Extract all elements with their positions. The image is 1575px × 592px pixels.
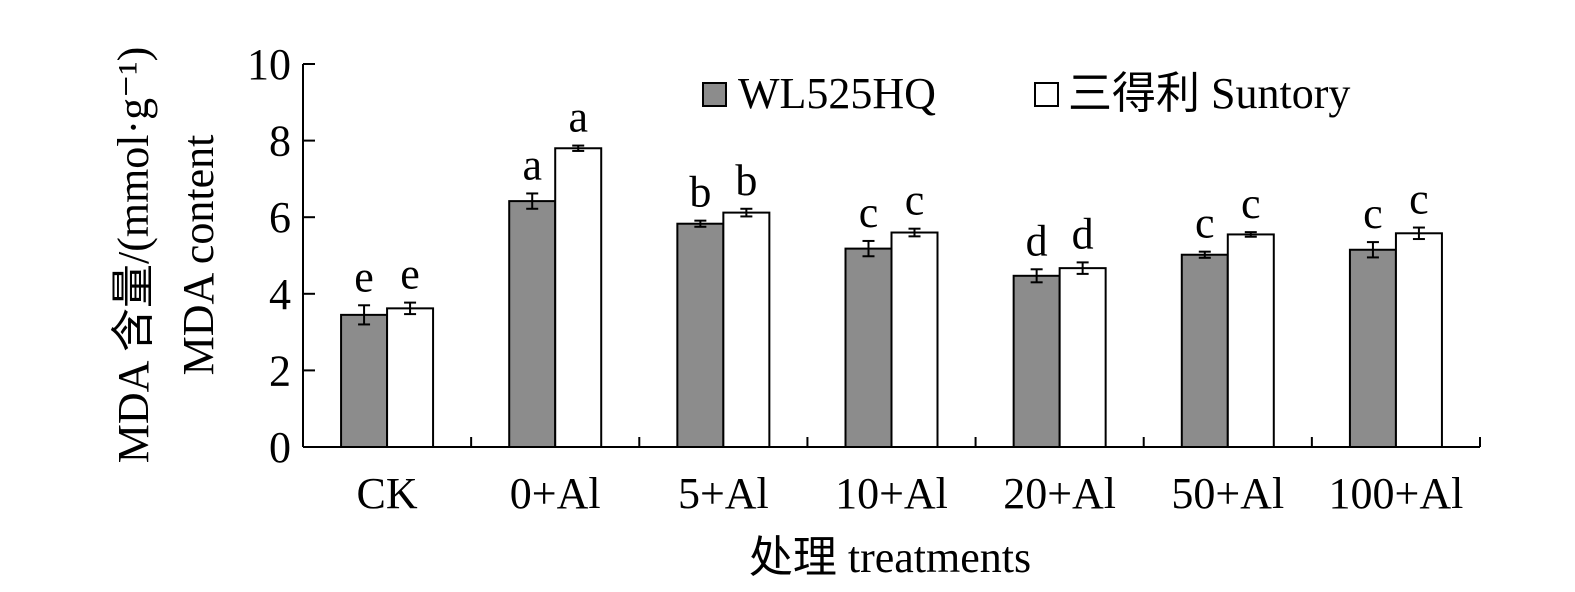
bars	[340, 147, 1443, 449]
significance-label: c	[1409, 175, 1429, 224]
x-tick-label: 100+Al	[1329, 469, 1464, 518]
significance-label: c	[1363, 189, 1383, 238]
bar-wl525hq	[508, 200, 557, 448]
x-tick-label: 0+Al	[510, 469, 601, 518]
bar-suntory	[1394, 232, 1443, 448]
significance-label: e	[354, 252, 374, 301]
significance-label: e	[400, 250, 420, 299]
x-axis-label: 处理 treatments	[749, 533, 1031, 582]
significance-label: c	[905, 176, 925, 225]
error-bars	[358, 144, 1425, 326]
significance-label: b	[735, 156, 757, 205]
significance-label: d	[1026, 216, 1048, 265]
x-tick-labels: CK 0+Al 5+Al 10+Al 20+Al 50+Al 100+Al	[357, 469, 1464, 518]
bar-wl525hq	[676, 222, 725, 448]
significance-label: c	[1195, 199, 1215, 248]
bar-wl525hq	[844, 247, 893, 448]
bar-wl525hq	[1348, 248, 1397, 448]
y-axis-label-line2: MDA content	[174, 135, 223, 376]
y-axis-label-line1: MDA 含量/(mmol·g⁻¹)	[109, 47, 158, 464]
y-tick-label: 0	[269, 423, 291, 472]
x-tick-label: 50+Al	[1171, 469, 1284, 518]
y-tick-label: 6	[269, 193, 291, 242]
significance-label: c	[859, 188, 879, 237]
significance-label: d	[1072, 209, 1094, 258]
bar-suntory	[386, 307, 435, 448]
legend-swatch-wl525hq	[702, 82, 727, 107]
significance-label: a	[522, 140, 542, 189]
x-tick-label: 5+Al	[678, 469, 769, 518]
y-tick-label: 4	[269, 270, 291, 319]
x-tick-label: 20+Al	[1003, 469, 1116, 518]
y-tick-label: 8	[269, 117, 291, 166]
bar-suntory	[554, 147, 603, 448]
bar-suntory	[1058, 267, 1107, 448]
legend-swatch-suntory	[1034, 82, 1059, 107]
y-tick-label: 10	[247, 40, 291, 89]
x-tick-label: 10+Al	[835, 469, 948, 518]
y-tick-label: 2	[269, 346, 291, 395]
bar-suntory	[890, 231, 939, 448]
legend-label-suntory: 三得利 Suntory	[1068, 69, 1350, 118]
legend-label-wl525hq: WL525HQ	[738, 69, 936, 118]
bar-wl525hq	[1180, 253, 1229, 448]
bar-suntory	[1226, 233, 1275, 448]
bar-wl525hq	[1012, 274, 1061, 449]
bar-suntory	[722, 211, 771, 448]
y-tick-labels: 0 2 4 6 8 10	[247, 40, 291, 472]
legend: WL525HQ 三得利 Suntory	[702, 69, 1350, 118]
significance-label: a	[568, 93, 588, 142]
significance-label: c	[1241, 179, 1261, 228]
x-tick-label: CK	[357, 469, 418, 518]
bar-wl525hq	[340, 313, 389, 448]
significance-label: b	[689, 168, 711, 217]
